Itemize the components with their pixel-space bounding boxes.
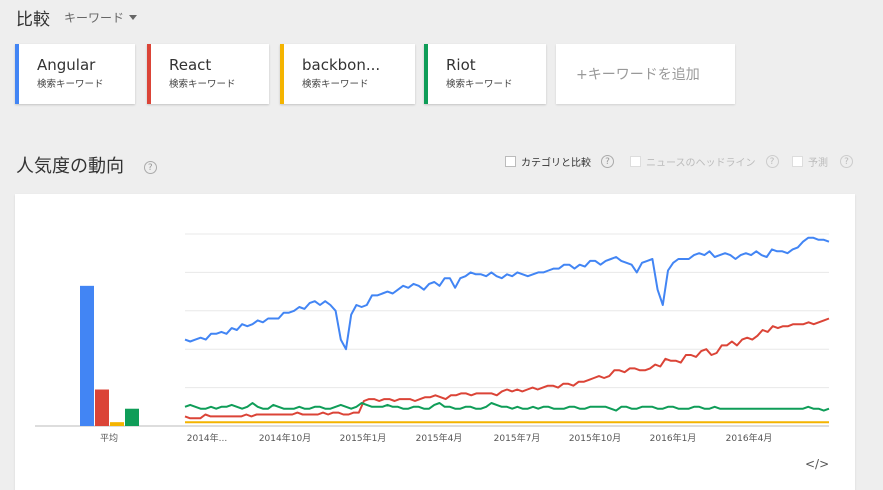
x-tick-label: 2015年10月 [569,432,621,444]
section-title: 人気度の動向 ? [16,152,157,178]
option-news-headlines[interactable]: ニュースのヘッドライン ? [630,154,779,169]
keyword-card-backbone[interactable]: backbon... 検索キーワード [280,44,415,104]
embed-code-icon[interactable]: </> [805,457,830,471]
average-bar-react [95,389,109,426]
option-category-compare[interactable]: カテゴリと比較 ? [505,154,614,169]
x-tick-label: 2014年10月 [259,432,311,444]
caret-down-icon [129,15,138,20]
x-tick-label: 2016年4月 [726,432,773,444]
help-icon[interactable]: ? [840,155,853,168]
checkbox-icon[interactable] [630,156,641,167]
x-tick-label: 2016年1月 [650,432,697,444]
option-label: ニュースのヘッドライン [646,158,756,169]
keyword-type-dropdown[interactable]: キーワード [64,9,138,26]
keyword-type: 検索キーワード [169,79,236,90]
checkbox-icon[interactable] [792,156,803,167]
keyword-name: backbon... [302,56,381,74]
trend-chart-panel: 平均 2014年... 2014年10月 2015年1月 2015年4月 2015年7月 2… [15,194,855,490]
average-bar-angular [80,285,94,426]
keyword-type: 検索キーワード [302,79,369,90]
option-label: カテゴリと比較 [521,158,591,169]
checkbox-icon[interactable] [505,156,516,167]
x-tick-label: 2015年4月 [416,432,463,444]
series-line-angular [184,236,830,351]
option-forecast[interactable]: 予測 ? [792,154,853,169]
help-icon[interactable]: ? [143,160,157,174]
trend-chart[interactable]: 平均 2014年... 2014年10月 2015年1月 2015年4月 2015年7月 2… [15,194,855,490]
keyword-name: Riot [446,56,476,74]
compare-title: 比較 [16,10,50,30]
x-tick-label: 2015年1月 [340,432,387,444]
keyword-type: 検索キーワード [37,79,104,90]
compare-header: 比較 キーワード [16,5,138,30]
keyword-card-angular[interactable]: Angular 検索キーワード [15,44,135,104]
average-bar-riot [125,408,139,426]
keyword-name: Angular [37,56,96,74]
add-keyword-button[interactable]: +キーワードを追加 [556,44,735,104]
keyword-card-riot[interactable]: Riot 検索キーワード [424,44,546,104]
x-tick-label: 2015年7月 [494,432,541,444]
series-line-riot [184,402,830,412]
series-line-react [184,317,830,420]
section-title-text: 人気度の動向 [16,156,124,177]
keyword-name: React [169,56,212,74]
average-label: 平均 [100,432,118,444]
help-icon[interactable]: ? [765,155,779,168]
average-bar-backbonejs [110,422,124,426]
help-icon[interactable]: ? [601,155,614,168]
option-label: 予測 [808,158,828,169]
keyword-card-react[interactable]: React 検索キーワード [147,44,269,104]
keyword-type: 検索キーワード [446,79,513,90]
keyword-type-label: キーワード [64,11,125,25]
x-tick-label: 2014年... [187,432,228,444]
